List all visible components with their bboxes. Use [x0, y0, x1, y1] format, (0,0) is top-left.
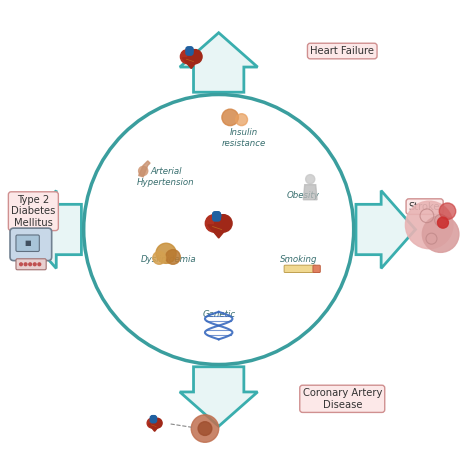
Circle shape	[19, 263, 22, 266]
Circle shape	[188, 50, 202, 64]
FancyBboxPatch shape	[213, 212, 220, 221]
Polygon shape	[148, 424, 161, 431]
Polygon shape	[182, 58, 200, 68]
Text: Coronary Artery
Disease: Coronary Artery Disease	[302, 388, 382, 409]
Text: Heart Failure: Heart Failure	[310, 46, 374, 56]
Circle shape	[222, 109, 238, 126]
FancyBboxPatch shape	[313, 265, 320, 273]
Circle shape	[438, 217, 448, 228]
Text: Type 2
Diabetes
Mellitus: Type 2 Diabetes Mellitus	[11, 195, 55, 228]
FancyBboxPatch shape	[150, 415, 156, 423]
Circle shape	[152, 418, 162, 428]
Circle shape	[405, 201, 453, 249]
Polygon shape	[303, 185, 317, 200]
Circle shape	[152, 417, 156, 421]
Text: Stroke: Stroke	[409, 202, 440, 212]
Circle shape	[165, 250, 180, 264]
Circle shape	[198, 422, 212, 436]
Circle shape	[153, 252, 165, 264]
Circle shape	[306, 174, 315, 184]
Circle shape	[187, 47, 193, 53]
Circle shape	[422, 216, 459, 252]
FancyBboxPatch shape	[284, 265, 316, 273]
Polygon shape	[180, 367, 257, 426]
FancyBboxPatch shape	[16, 235, 39, 252]
FancyBboxPatch shape	[186, 47, 193, 55]
Circle shape	[156, 243, 176, 263]
Circle shape	[205, 215, 223, 232]
Text: Genetic: Genetic	[202, 310, 235, 319]
Text: ■: ■	[24, 240, 31, 246]
Circle shape	[181, 50, 194, 64]
Circle shape	[38, 263, 41, 266]
Circle shape	[236, 114, 247, 126]
Circle shape	[24, 263, 27, 266]
Polygon shape	[208, 225, 229, 238]
Polygon shape	[138, 161, 150, 177]
Text: Smoking: Smoking	[280, 255, 318, 264]
Circle shape	[29, 263, 32, 266]
Circle shape	[215, 215, 232, 232]
Circle shape	[191, 415, 219, 442]
Circle shape	[138, 166, 148, 175]
Circle shape	[213, 212, 221, 219]
Text: Obesity: Obesity	[287, 190, 320, 200]
FancyBboxPatch shape	[16, 259, 46, 270]
Polygon shape	[22, 190, 82, 269]
Polygon shape	[356, 190, 416, 269]
Text: Insulin
resistance: Insulin resistance	[222, 128, 266, 148]
Text: Arterial
Hypertension: Arterial Hypertension	[137, 167, 195, 186]
FancyBboxPatch shape	[10, 228, 52, 261]
Circle shape	[147, 418, 157, 428]
Text: Dyslipidemia: Dyslipidemia	[141, 255, 196, 264]
Circle shape	[439, 203, 456, 219]
Circle shape	[33, 263, 36, 266]
Polygon shape	[180, 33, 257, 92]
